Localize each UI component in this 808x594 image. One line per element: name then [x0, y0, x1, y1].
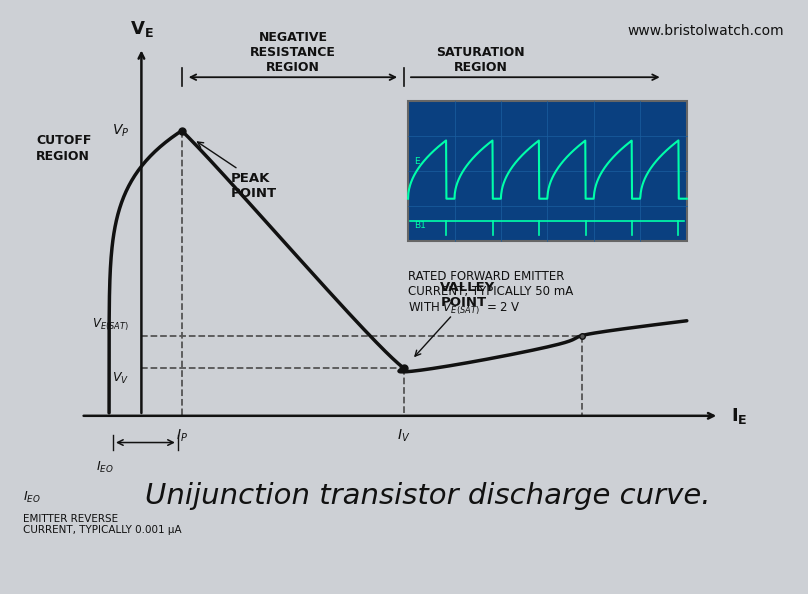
- Bar: [408, 101, 687, 241]
- Text: www.bristolwatch.com: www.bristolwatch.com: [627, 24, 784, 38]
- Text: B1: B1: [415, 221, 427, 230]
- Text: Unijunction transistor discharge curve.: Unijunction transistor discharge curve.: [145, 482, 711, 510]
- Text: $I_P$: $I_P$: [176, 428, 187, 444]
- Text: $V_{E(SAT)}$: $V_{E(SAT)}$: [92, 316, 129, 333]
- Text: VALLEY
POINT: VALLEY POINT: [440, 281, 495, 309]
- Text: $I_{EO}$: $I_{EO}$: [96, 460, 114, 475]
- Text: RATED FORWARD EMITTER
CURRENT, TYPICALLY 50 mA
WITH $V_{E(SAT)}$  = 2 V: RATED FORWARD EMITTER CURRENT, TYPICALLY…: [408, 270, 574, 317]
- Text: $I_V$: $I_V$: [398, 428, 410, 444]
- Text: $\mathbf{V_E}$: $\mathbf{V_E}$: [129, 18, 154, 39]
- Text: $I_{EO}$: $I_{EO}$: [23, 490, 40, 505]
- Text: E: E: [415, 157, 420, 166]
- Text: $V_P$: $V_P$: [112, 122, 129, 139]
- Text: CUTOFF
REGION: CUTOFF REGION: [36, 134, 92, 163]
- Text: $V_V$: $V_V$: [112, 371, 129, 386]
- Text: SATURATION
REGION: SATURATION REGION: [436, 46, 525, 74]
- Text: $\mathbf{I_E}$: $\mathbf{I_E}$: [731, 406, 747, 426]
- Text: EMITTER REVERSE
CURRENT, TYPICALLY 0.001 μA: EMITTER REVERSE CURRENT, TYPICALLY 0.001…: [23, 514, 181, 535]
- Text: PEAK
POINT: PEAK POINT: [230, 172, 276, 200]
- Text: NEGATIVE
RESISTANCE
REGION: NEGATIVE RESISTANCE REGION: [250, 31, 336, 74]
